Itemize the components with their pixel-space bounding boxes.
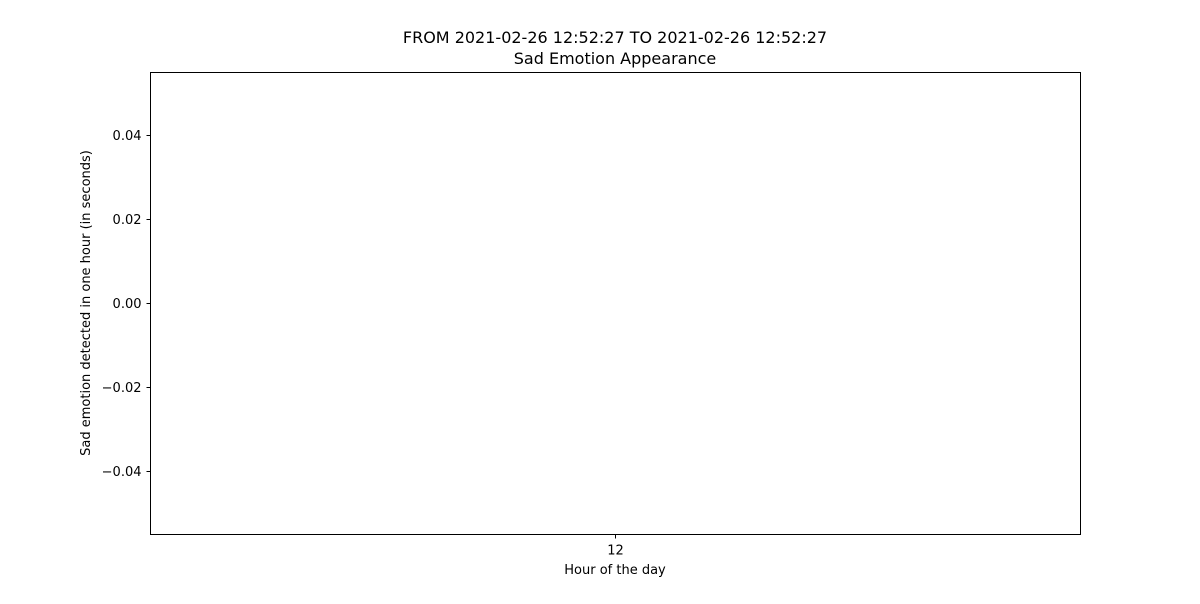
y-tick-label: −0.02: [102, 381, 142, 396]
chart-subtitle: Sad Emotion Appearance: [514, 49, 717, 68]
y-tick-label: 0.02: [113, 213, 142, 228]
x-axis-ticks: 12: [607, 534, 624, 559]
y-tick-label: −0.04: [102, 465, 142, 480]
y-tick-label: 0.00: [113, 297, 142, 312]
chart-title: FROM 2021-02-26 12:52:27 TO 2021-02-26 1…: [403, 28, 827, 47]
y-axis-label: Sad emotion detected in one hour (in sec…: [79, 150, 94, 456]
x-axis-label: Hour of the day: [564, 563, 666, 578]
y-axis-ticks: 0.04 0.02 0.00 −0.02 −0.04: [102, 129, 151, 480]
x-tick-label: 12: [607, 544, 624, 559]
y-tick-label: 0.04: [113, 129, 142, 144]
